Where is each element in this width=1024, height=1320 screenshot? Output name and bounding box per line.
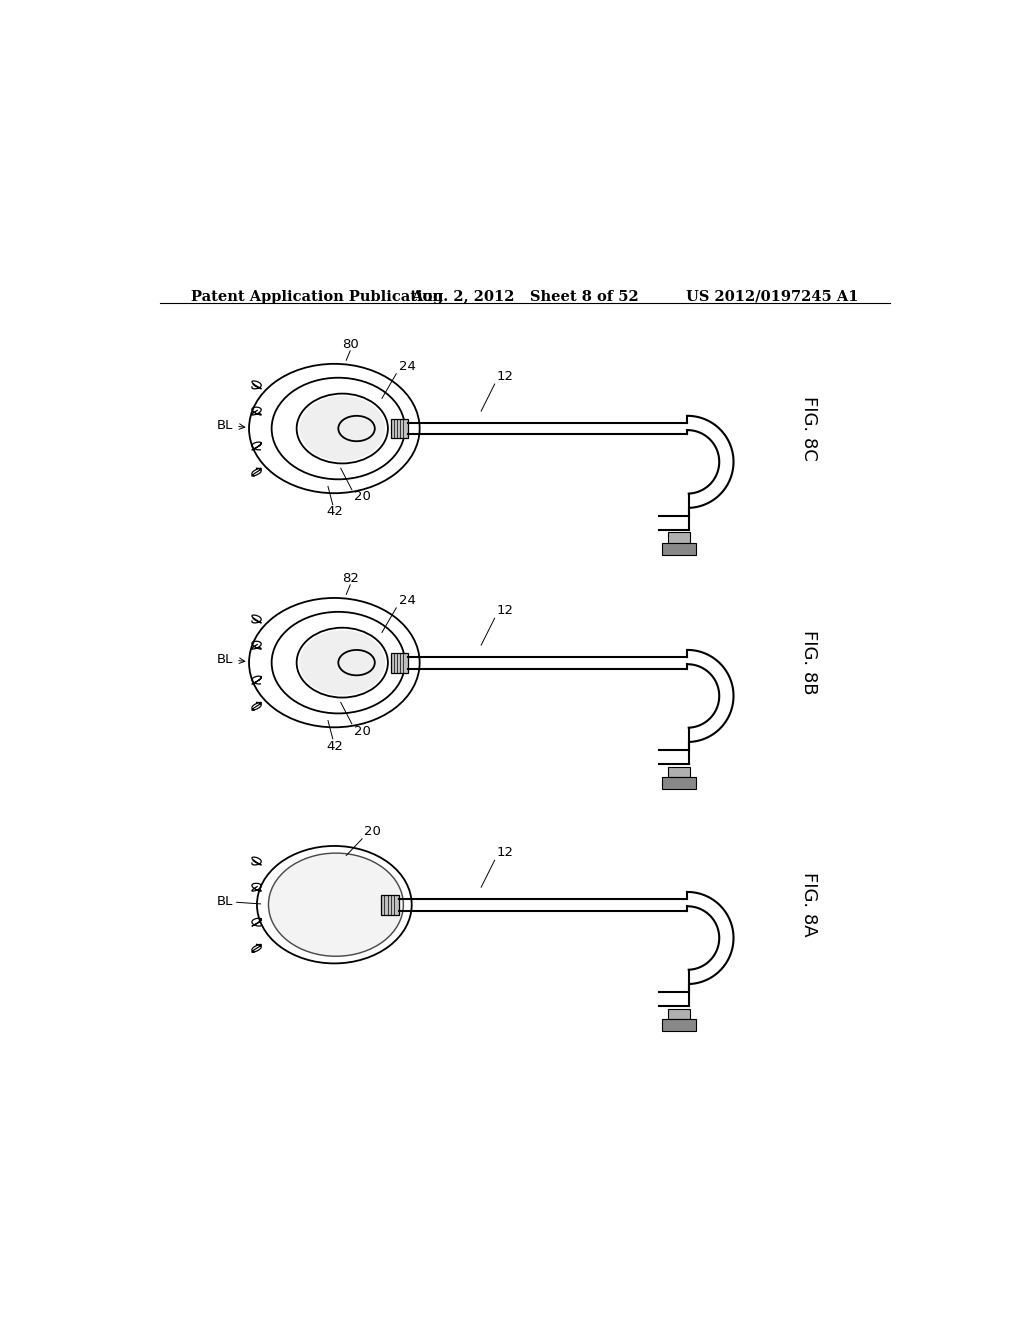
Text: 24: 24 [399, 360, 417, 374]
Text: 20: 20 [354, 491, 371, 503]
Text: FIG. 8A: FIG. 8A [800, 873, 818, 937]
Text: 12: 12 [497, 605, 514, 618]
FancyBboxPatch shape [381, 895, 398, 915]
FancyBboxPatch shape [662, 777, 696, 789]
Text: Aug. 2, 2012   Sheet 8 of 52: Aug. 2, 2012 Sheet 8 of 52 [411, 289, 639, 304]
FancyBboxPatch shape [662, 1019, 696, 1031]
Text: 42: 42 [327, 506, 343, 519]
FancyBboxPatch shape [668, 767, 690, 777]
Ellipse shape [299, 396, 385, 461]
FancyBboxPatch shape [668, 1008, 690, 1019]
Text: 20: 20 [354, 725, 371, 738]
Text: 82: 82 [342, 572, 358, 585]
Text: US 2012/0197245 A1: US 2012/0197245 A1 [686, 289, 858, 304]
Ellipse shape [268, 853, 403, 956]
Text: BL: BL [217, 653, 233, 667]
Text: 42: 42 [327, 739, 343, 752]
Ellipse shape [299, 630, 385, 696]
FancyBboxPatch shape [662, 543, 696, 554]
Text: FIG. 8C: FIG. 8C [800, 396, 818, 461]
Text: BL: BL [217, 418, 233, 432]
Text: 12: 12 [497, 371, 514, 383]
Text: 20: 20 [365, 825, 381, 838]
FancyBboxPatch shape [391, 652, 409, 673]
FancyBboxPatch shape [668, 532, 690, 543]
FancyBboxPatch shape [391, 418, 409, 438]
Text: BL: BL [217, 895, 233, 908]
Text: FIG. 8B: FIG. 8B [800, 631, 818, 694]
Text: Patent Application Publication: Patent Application Publication [191, 289, 443, 304]
Text: 24: 24 [399, 594, 417, 607]
Text: 12: 12 [497, 846, 514, 859]
Text: 80: 80 [342, 338, 358, 351]
